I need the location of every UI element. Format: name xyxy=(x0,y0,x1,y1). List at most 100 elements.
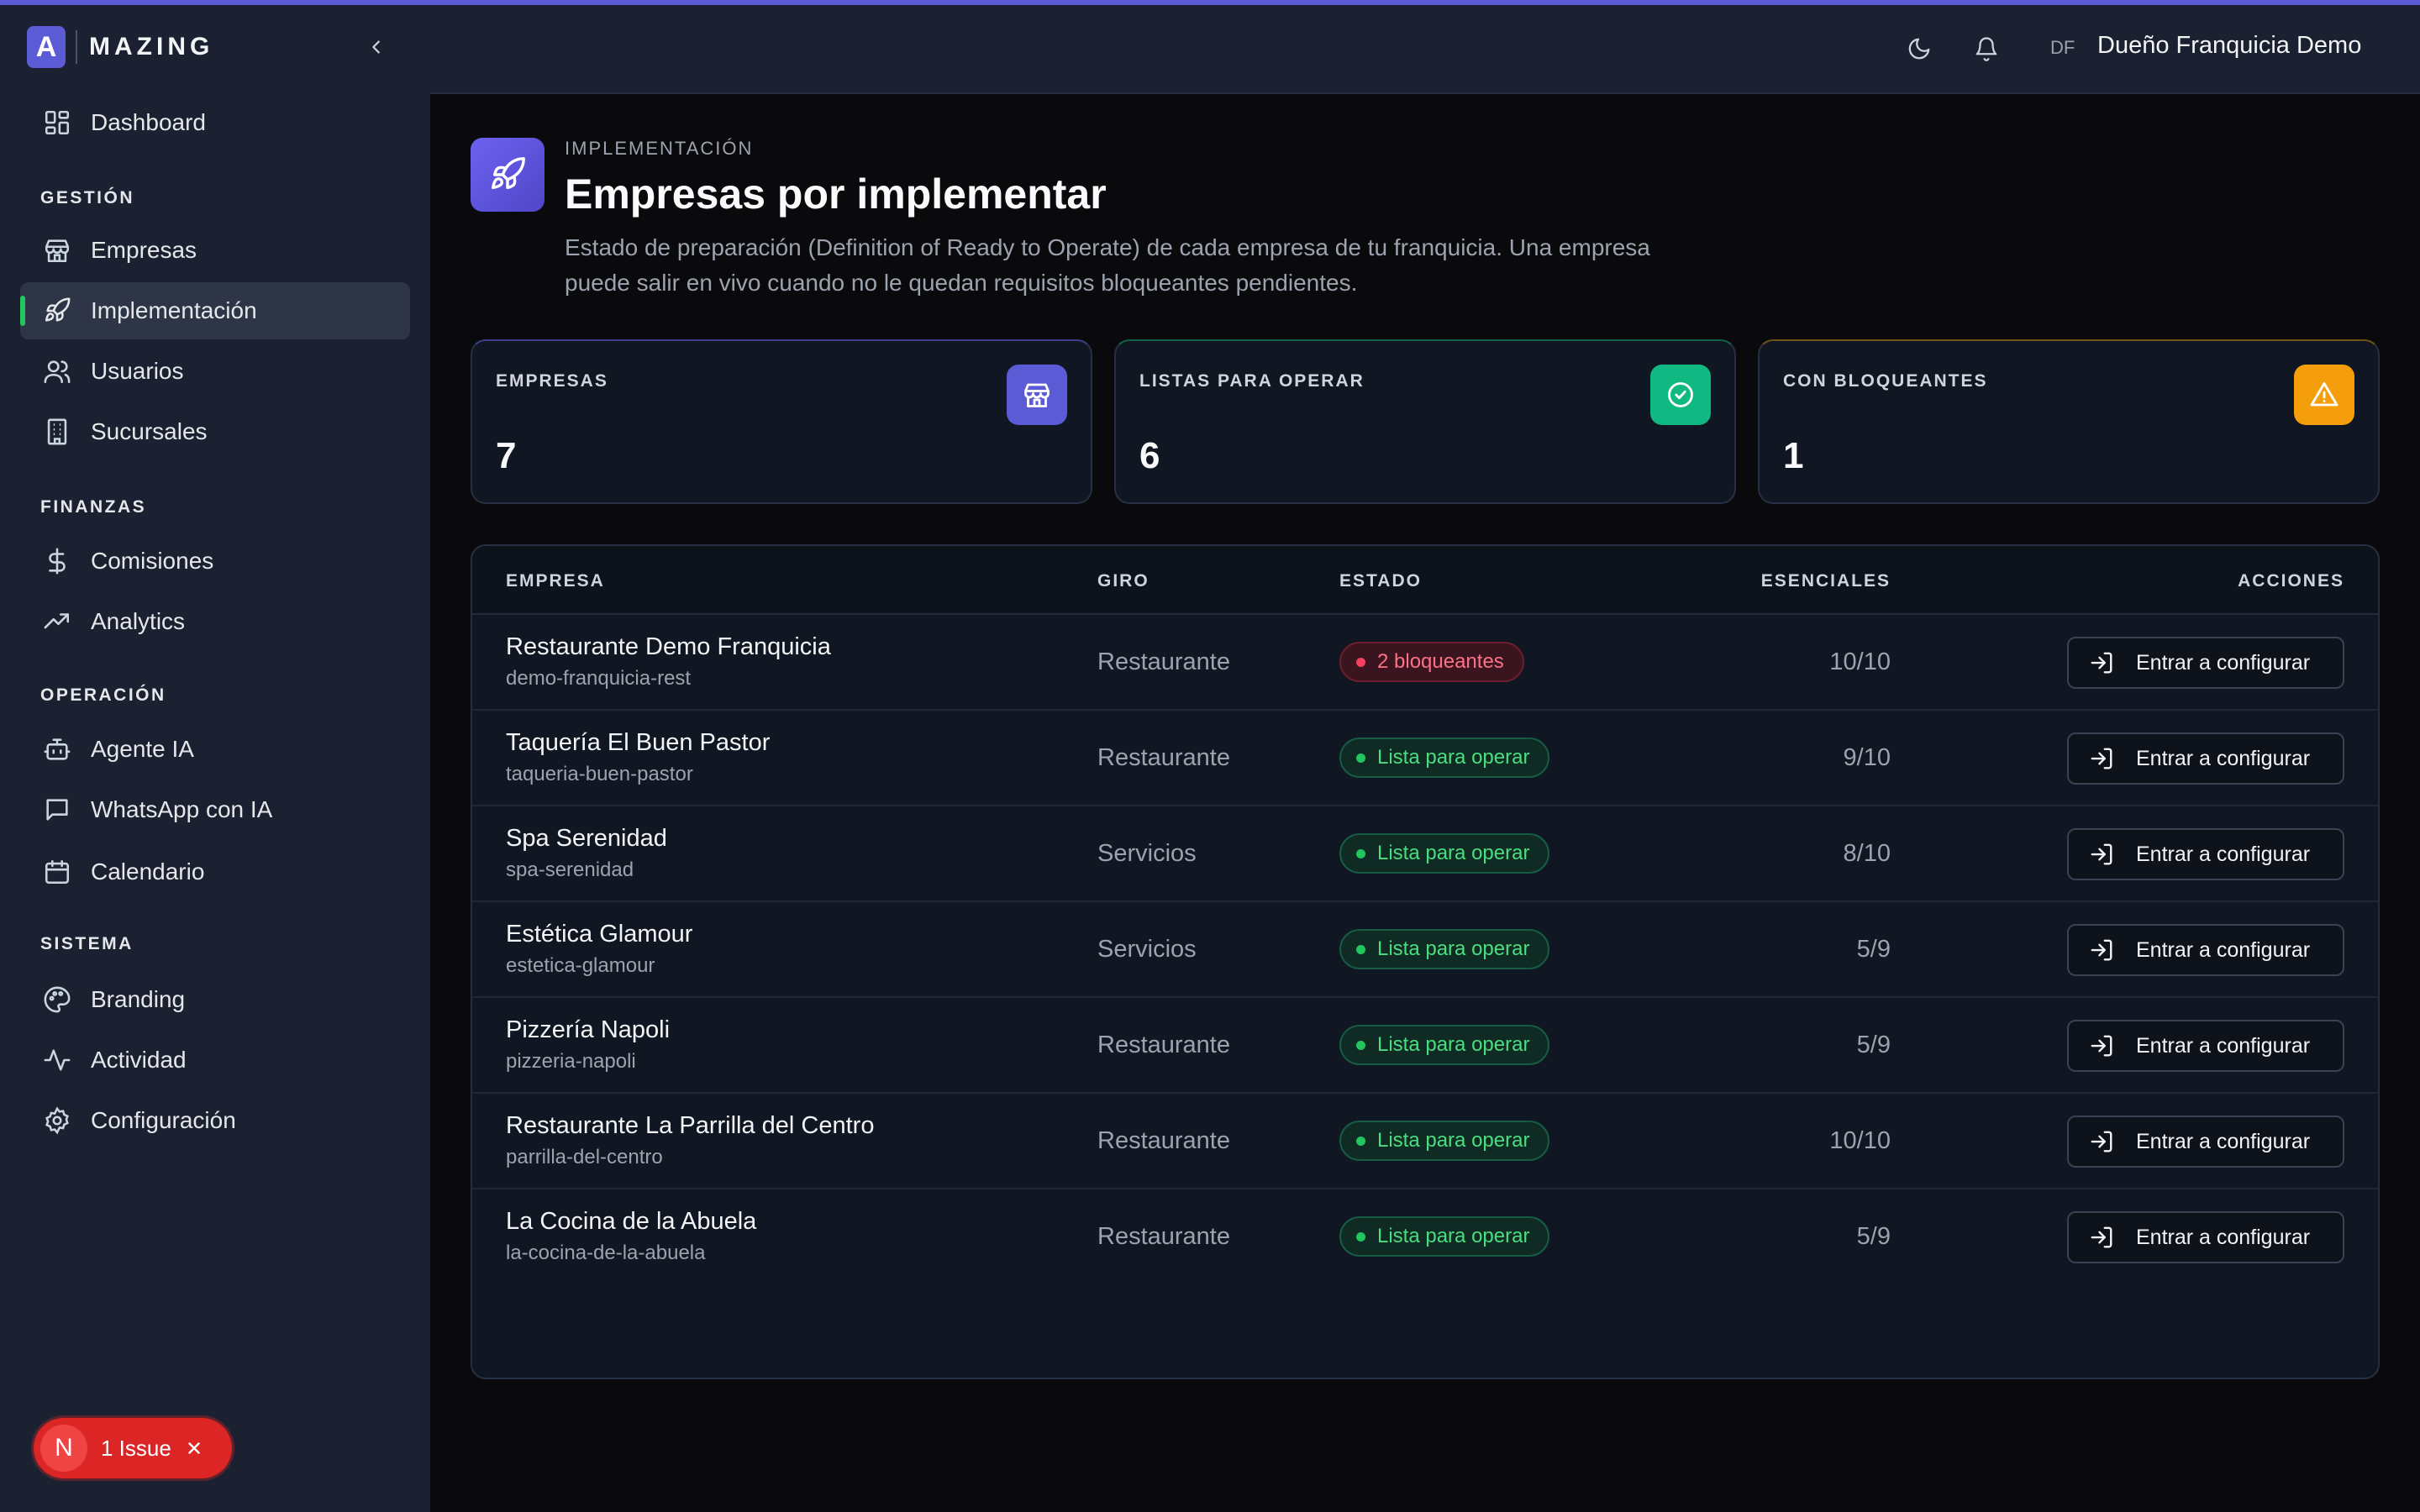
sidebar-item-sucursales[interactable]: Sucursales xyxy=(20,403,410,460)
status-dot xyxy=(1356,657,1365,667)
issue-toast[interactable]: N 1 Issue xyxy=(34,1418,232,1478)
check-circle-icon xyxy=(1650,365,1711,425)
empresa-name: Estética Glamour xyxy=(506,921,693,948)
stat-label: EMPRESAS xyxy=(496,371,608,391)
stat-label: CON BLOQUEANTES xyxy=(1783,371,1988,391)
sidebar-item-analytics[interactable]: Analytics xyxy=(20,593,410,650)
action-label: Entrar a configurar xyxy=(2136,1225,2311,1249)
action-label: Entrar a configurar xyxy=(2136,937,2311,962)
palette-icon xyxy=(40,983,74,1016)
empresa-name: La Cocina de la Abuela xyxy=(506,1208,757,1235)
section-label-gestion: GESTIÓN xyxy=(40,188,135,207)
page-eyebrow: IMPLEMENTACIÓN xyxy=(565,138,754,159)
column-header-esenciales[interactable]: ESENCIALES xyxy=(1760,571,1891,591)
top-accent-bar xyxy=(0,0,2420,5)
action-label: Entrar a configurar xyxy=(2136,1129,2311,1153)
bot-icon xyxy=(40,732,74,766)
sidebar-item-branding[interactable]: Branding xyxy=(20,971,410,1028)
empresa-giro: Restaurante xyxy=(1097,744,1230,771)
collapse-sidebar-button[interactable] xyxy=(363,32,390,62)
sidebar-item-label: Implementación xyxy=(91,297,257,323)
brand[interactable]: A MAZING xyxy=(27,25,213,69)
log-in-icon xyxy=(2089,650,2114,675)
sidebar-item-label: Configuración xyxy=(91,1107,236,1133)
sidebar-item-label: Actividad xyxy=(91,1047,187,1073)
sidebar-item-actividad[interactable]: Actividad xyxy=(20,1032,410,1089)
table-row: Restaurante Demo Franquicia demo-franqui… xyxy=(472,615,2378,711)
stat-value: 7 xyxy=(496,435,517,476)
sidebar-item-implementacion[interactable]: Implementación xyxy=(20,282,410,339)
empresa-name: Restaurante Demo Franquicia xyxy=(506,633,831,660)
enter-configure-button[interactable]: Entrar a configurar xyxy=(2067,1020,2344,1072)
status-badge: 2 bloqueantes xyxy=(1339,642,1524,682)
column-header-empresa[interactable]: EMPRESA xyxy=(506,571,605,591)
esenciales-count: 9/10 xyxy=(1843,744,1891,771)
sidebar-item-dashboard[interactable]: Dashboard xyxy=(20,94,410,151)
column-header-acciones: ACCIONES xyxy=(2238,571,2344,591)
enter-configure-button[interactable]: Entrar a configurar xyxy=(2067,924,2344,976)
log-in-icon xyxy=(2089,937,2114,963)
sidebar-item-agente-ia[interactable]: Agente IA xyxy=(20,721,410,778)
log-in-icon xyxy=(2089,842,2114,867)
empresas-table: EMPRESA GIRO ESTADO ESENCIALES ACCIONES … xyxy=(471,544,2380,1379)
sidebar-item-label: Usuarios xyxy=(91,358,184,384)
enter-configure-button[interactable]: Entrar a configurar xyxy=(2067,828,2344,880)
chat-icon xyxy=(40,793,74,827)
avatar[interactable]: DF xyxy=(2050,37,2075,58)
building-icon xyxy=(40,415,74,449)
notifications-button[interactable] xyxy=(1968,30,2005,67)
sidebar-item-configuracion[interactable]: Configuración xyxy=(20,1092,410,1149)
sidebar-item-usuarios[interactable]: Usuarios xyxy=(20,343,410,400)
empresa-name: Restaurante La Parrilla del Centro xyxy=(506,1112,875,1139)
column-header-estado[interactable]: ESTADO xyxy=(1339,571,1422,591)
brand-divider xyxy=(76,30,77,64)
sidebar-item-label: Dashboard xyxy=(91,109,206,135)
empresa-slug: taqueria-buen-pastor xyxy=(506,763,693,785)
enter-configure-button[interactable]: Entrar a configurar xyxy=(2067,1211,2344,1263)
empresa-name: Pizzería Napoli xyxy=(506,1016,671,1043)
user-menu[interactable]: Dueño Franquicia Demo xyxy=(2097,32,2362,59)
log-in-icon xyxy=(2089,1225,2114,1250)
action-label: Entrar a configurar xyxy=(2136,842,2311,866)
esenciales-count: 5/9 xyxy=(1856,936,1891,963)
esenciales-count: 5/9 xyxy=(1856,1032,1891,1058)
status-dot xyxy=(1356,1231,1365,1242)
table-header: EMPRESA GIRO ESTADO ESENCIALES ACCIONES xyxy=(472,546,2378,615)
dashboard-icon xyxy=(40,106,74,139)
table-row: Spa Serenidad spa-serenidad Servicios Li… xyxy=(472,806,2378,902)
status-badge: Lista para operar xyxy=(1339,738,1550,778)
section-label-operacion: OPERACIÓN xyxy=(40,685,166,705)
status-text: Lista para operar xyxy=(1377,746,1530,769)
status-dot xyxy=(1356,944,1365,954)
sidebar-item-empresas[interactable]: Empresas xyxy=(20,222,410,279)
empresa-giro: Servicios xyxy=(1097,936,1197,963)
theme-toggle-button[interactable] xyxy=(1901,30,1938,67)
log-in-icon xyxy=(2089,746,2114,771)
stat-card-bloqueantes: CON BLOQUEANTES 1 xyxy=(1758,339,2380,504)
sidebar-item-calendario[interactable]: Calendario xyxy=(20,843,410,900)
page-title: Empresas por implementar xyxy=(565,171,1107,218)
action-label: Entrar a configurar xyxy=(2136,650,2311,675)
status-badge: Lista para operar xyxy=(1339,1216,1550,1257)
esenciales-count: 8/10 xyxy=(1843,840,1891,867)
sidebar-item-label: Empresas xyxy=(91,237,197,263)
sidebar-item-comisiones[interactable]: Comisiones xyxy=(20,533,410,590)
empresa-giro: Restaurante xyxy=(1097,1032,1230,1058)
enter-configure-button[interactable]: Entrar a configurar xyxy=(2067,732,2344,785)
sidebar-item-label: Calendario xyxy=(91,858,205,885)
rocket-icon xyxy=(471,138,544,212)
activity-icon xyxy=(40,1043,74,1077)
gear-icon xyxy=(40,1104,74,1137)
status-dot xyxy=(1356,1040,1365,1050)
enter-configure-button[interactable]: Entrar a configurar xyxy=(2067,1116,2344,1168)
esenciales-count: 10/10 xyxy=(1829,1127,1891,1154)
trending-up-icon xyxy=(40,605,74,638)
column-header-giro[interactable]: GIRO xyxy=(1097,571,1150,591)
table-row: Pizzería Napoli pizzeria-napoli Restaura… xyxy=(472,998,2378,1094)
sidebar-item-label: Branding xyxy=(91,986,186,1012)
sidebar-item-whatsapp[interactable]: WhatsApp con IA xyxy=(20,781,410,838)
status-text: Lista para operar xyxy=(1377,937,1530,960)
sidebar-item-label: Agente IA xyxy=(91,736,194,762)
close-icon[interactable] xyxy=(185,1439,203,1457)
enter-configure-button[interactable]: Entrar a configurar xyxy=(2067,637,2344,689)
